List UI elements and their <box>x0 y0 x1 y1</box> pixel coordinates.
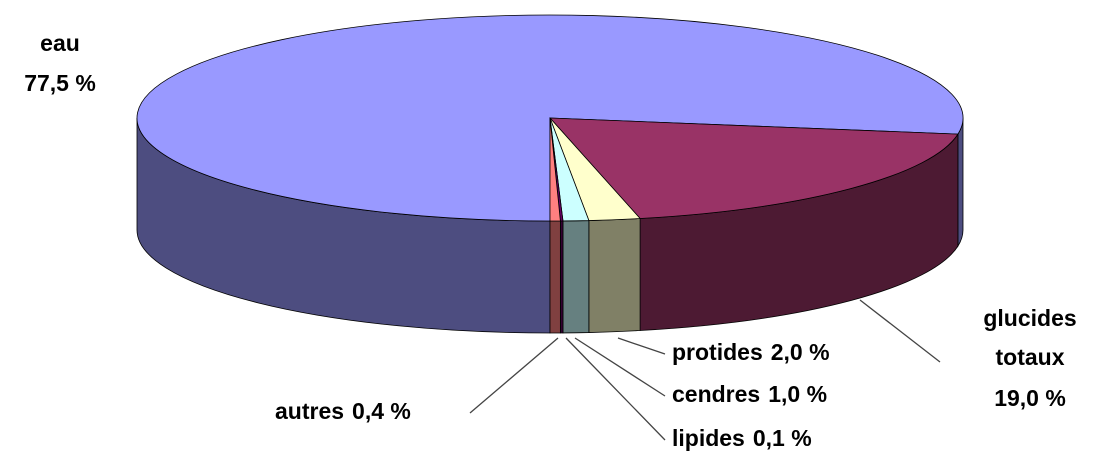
slice-label: autres 0,4 % <box>275 398 411 424</box>
slice <box>549 117 959 219</box>
category-word: glucides <box>983 305 1076 331</box>
leader-line <box>617 337 666 355</box>
value-label: 0,4 % <box>352 398 411 424</box>
slice-label: protides 2,0 % <box>672 339 830 365</box>
slice-side <box>562 220 590 334</box>
leader-line <box>469 337 559 414</box>
category-label: autres <box>275 398 344 424</box>
slice-label: eau 77,5 % <box>24 30 96 96</box>
category-label: cendres <box>672 381 760 407</box>
slice-side <box>549 220 561 334</box>
value-label: 19,0 % <box>994 385 1066 411</box>
leader-line <box>565 337 666 441</box>
category-label: glucides totaux <box>983 305 1076 370</box>
slice-label: cendres 1,0 % <box>672 381 827 407</box>
pie <box>136 14 964 334</box>
category-label: eau <box>40 30 80 56</box>
labels: eau 77,5 % glucides totaux 19,0 % protides 2,0… <box>24 30 1076 451</box>
slice <box>549 117 561 222</box>
category-word: totaux <box>996 344 1065 370</box>
leader-line <box>859 299 941 363</box>
slice-side <box>957 117 964 248</box>
slice-label: glucides totaux 19,0 % <box>983 305 1076 411</box>
slice-label: lipides 0,1 % <box>672 425 812 451</box>
leaders <box>469 299 941 441</box>
category-label: lipides <box>672 425 745 451</box>
value-label: 2,0 % <box>771 339 830 365</box>
slice <box>136 14 964 222</box>
value-label: 0,1 % <box>753 425 812 451</box>
value-label: 77,5 % <box>24 70 96 96</box>
slice-side <box>588 218 641 333</box>
leader-line <box>574 337 666 397</box>
category-label: protides <box>672 339 763 365</box>
value-label: 1,0 % <box>768 381 827 407</box>
